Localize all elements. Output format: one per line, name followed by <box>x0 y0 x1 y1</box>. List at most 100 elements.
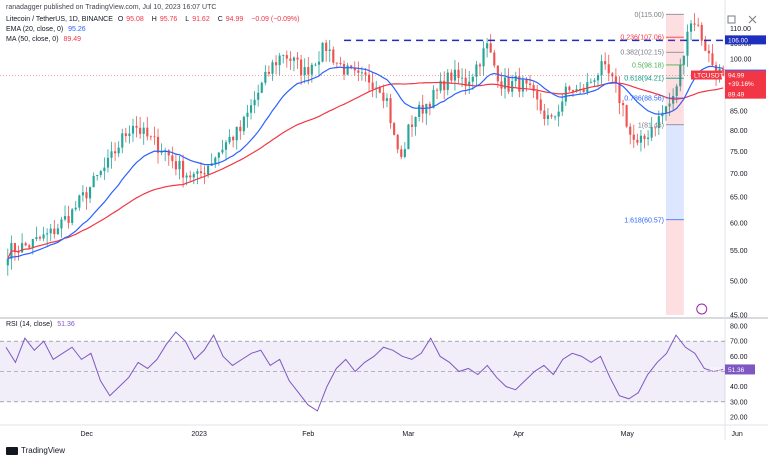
candle-body <box>600 61 603 76</box>
candle-body <box>149 136 152 138</box>
ohlc-high: H 95.76 <box>152 16 181 23</box>
symbol-line: Litecoin / TetherUS, 1D, BINANCE O 95.08 … <box>6 15 303 24</box>
candle-body <box>607 64 610 74</box>
candle-body <box>38 237 42 239</box>
candle-body <box>171 155 174 162</box>
candle-body <box>539 99 542 111</box>
candle-body <box>686 31 689 56</box>
candle-body <box>453 69 457 81</box>
candle-body <box>106 157 110 168</box>
price-tick-label: 65.00 <box>730 195 748 202</box>
candle-body <box>28 245 31 248</box>
candle-body <box>468 81 471 87</box>
restore-icon[interactable] <box>727 15 736 24</box>
candle-body <box>679 64 682 87</box>
candle-body <box>503 77 507 89</box>
badge-level-106-text: 106.00 <box>728 37 748 44</box>
candle-body <box>81 192 84 196</box>
ma-legend[interactable]: MA (50, close, 0) 89.49 <box>6 35 84 44</box>
candle-body <box>382 92 385 101</box>
candle-body <box>647 137 650 139</box>
publisher-line: ranadagger published on TradingView.com,… <box>6 4 217 11</box>
rsi-line <box>5 331 724 412</box>
candle-body <box>325 42 328 52</box>
candle-body <box>92 175 95 188</box>
ema-legend[interactable]: EMA (20, close, 0) 95.26 <box>6 25 89 34</box>
candle-body <box>639 135 643 143</box>
candle-body <box>235 126 238 141</box>
candle-body <box>450 72 453 81</box>
candle-body <box>400 149 403 157</box>
ohlc-low-value: 91.62 <box>192 16 210 23</box>
candle-body <box>507 77 510 92</box>
candle-body <box>249 105 253 113</box>
candle-body <box>446 72 449 91</box>
time-tick-label: 2023 <box>191 431 207 438</box>
fib-level-label: 0(115.00) <box>635 12 664 19</box>
candle-body <box>321 42 324 62</box>
badge-last-price-text: 94.99 <box>728 73 745 80</box>
candle-body <box>521 79 524 92</box>
candle-body <box>407 124 410 150</box>
candle-body <box>139 127 142 134</box>
candle-body <box>342 64 346 75</box>
candle-body <box>664 106 668 113</box>
candle-body <box>181 160 185 178</box>
candle-body <box>60 219 63 229</box>
candle-body <box>618 82 621 104</box>
fib-level-label: 0.618(94.21) <box>624 76 664 83</box>
rsi-tick-label: 60.00 <box>730 354 748 361</box>
candle-body <box>303 67 306 76</box>
candle-body <box>568 86 571 91</box>
candle-body <box>500 81 503 89</box>
candle-body <box>56 228 59 235</box>
candle-body <box>214 157 217 164</box>
candle-body <box>697 24 700 26</box>
ohlc-close-value: 94.99 <box>225 16 244 23</box>
close-icon[interactable] <box>748 15 757 24</box>
candle-body <box>571 90 575 92</box>
rsi-tick-label: 30.00 <box>730 399 748 406</box>
price-tick-label: 80.00 <box>730 128 748 135</box>
rsi-tick-label: 40.00 <box>730 384 748 391</box>
ohlc-change: −0.09 (−0.09%) <box>251 16 300 23</box>
candle-body <box>207 165 210 175</box>
candle-body <box>439 80 442 91</box>
candle-body <box>224 142 228 150</box>
candle-body <box>682 55 685 65</box>
candle-body <box>274 62 278 66</box>
candle-body <box>99 171 102 175</box>
rsi-legend[interactable]: RSI (14, close) 51.36 <box>6 320 78 329</box>
candle-body <box>6 258 9 266</box>
candle-body <box>604 61 607 65</box>
candle-body <box>428 103 431 109</box>
candle-body <box>353 68 356 71</box>
ma50-line <box>7 81 724 260</box>
badge-rsi <box>725 364 755 375</box>
ohlc-open: O 95.08 <box>118 16 147 23</box>
candle-body <box>232 136 235 141</box>
candle-body <box>242 116 245 132</box>
candle-body <box>285 55 288 59</box>
candle-body <box>128 133 131 136</box>
candle-body <box>146 127 149 137</box>
tradingview-brand[interactable]: TradingView <box>6 446 65 455</box>
candle-body <box>67 216 70 223</box>
candle-body <box>614 76 617 83</box>
fib-level-label: 0.382(102.15) <box>620 50 664 57</box>
time-tick-label: Dec <box>80 431 93 438</box>
candle-body <box>557 111 560 117</box>
candle-body <box>575 89 578 92</box>
ema-legend-value: 95.26 <box>68 26 86 33</box>
candle-body <box>110 151 113 158</box>
symbol-name: Litecoin / TetherUS, 1D, BINANCE <box>6 16 113 23</box>
candle-body <box>228 136 231 143</box>
candle-body <box>636 139 639 143</box>
ohlc-close-label: C <box>217 16 223 23</box>
price-tick-label: 45.00 <box>730 313 748 320</box>
candle-body <box>310 64 313 75</box>
candle-body <box>257 92 260 100</box>
candle-body <box>657 116 660 129</box>
candle-body <box>707 50 710 54</box>
candle-body <box>31 238 34 248</box>
